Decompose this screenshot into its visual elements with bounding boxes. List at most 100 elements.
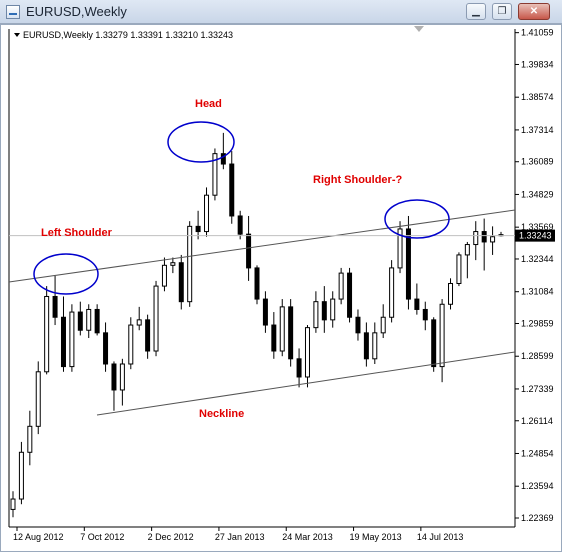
candle-body-bull: [136, 319, 142, 326]
price-tick-label: 1.37314: [521, 125, 554, 135]
candle-body-bull: [153, 285, 159, 352]
time-tick-label: 27 Jan 2013: [215, 532, 265, 542]
time-tick-label: 14 Jul 2013: [417, 532, 464, 542]
candle-body-bear: [77, 311, 83, 331]
candle-body-bull: [338, 272, 344, 300]
candle-body-bear: [246, 233, 252, 269]
candle-body-bull: [69, 311, 75, 368]
neckline-label: Neckline: [199, 408, 244, 420]
left-shoulder-label: Left Shoulder: [41, 227, 113, 239]
symbol-header: EURUSD,Weekly 1.33279 1.33391 1.33210 1.…: [23, 30, 233, 40]
candle-body-bear: [111, 363, 117, 391]
candle-body-bull: [313, 301, 319, 329]
restore-button[interactable]: ❐: [492, 3, 512, 20]
time-tick-label: 2 Dec 2012: [148, 532, 194, 542]
price-tick-label: 1.27339: [521, 384, 554, 394]
candle-body-bull: [473, 231, 479, 246]
candle-body-bull: [119, 363, 125, 391]
price-axis: 1.41059 1.39834 1.38574 1.37314 1.36089 1.348…: [515, 28, 554, 523]
neckline-trendline[interactable]: [96, 351, 516, 416]
collapse-arrow-icon[interactable]: [14, 33, 20, 37]
candle-body-bull: [10, 498, 16, 510]
candle-body-bull: [330, 298, 336, 321]
candle-body-bear: [103, 332, 109, 365]
price-tick-label: 1.29859: [521, 319, 554, 329]
candle-body-bear: [347, 272, 353, 318]
candle-body-bull: [304, 327, 310, 378]
candle-body-bear: [237, 215, 243, 235]
candle-body-bear: [271, 324, 277, 352]
time-axis: 12 Aug 2012 7 Oct 2012 2 Dec 2012 27 Jan 20…: [13, 527, 463, 542]
upper-trendline[interactable]: [8, 209, 516, 283]
price-tick-label: 1.33569: [521, 222, 554, 232]
head-label: Head: [195, 98, 222, 110]
current-price-tag: [515, 229, 555, 242]
candle-body-bear: [145, 319, 151, 352]
candle-body-bull: [18, 451, 24, 500]
candle-body-bear: [422, 308, 428, 321]
candle-body-bull: [86, 308, 92, 331]
window-titlebar: EURUSD,Weekly ▁ ❐ ✕: [0, 0, 562, 24]
candle-body-bear: [363, 332, 369, 360]
price-tick-label: 1.34829: [521, 189, 554, 199]
candle-body-bull: [27, 425, 33, 453]
candle-body-bear: [220, 153, 226, 165]
candle-body-bull: [456, 254, 462, 284]
candle-body-bull: [204, 194, 210, 233]
candle-body-bull: [439, 303, 445, 368]
close-button[interactable]: ✕: [518, 3, 550, 20]
candle-body-bear: [355, 316, 361, 334]
current-price-label: 1.33243: [519, 231, 552, 241]
price-tick-label: 1.24854: [521, 448, 554, 458]
candle-body-bull: [212, 153, 218, 196]
candles: [10, 132, 504, 518]
price-tick-label: 1.31084: [521, 287, 554, 297]
price-tick-label: 1.28599: [521, 351, 554, 361]
candle-body-bear: [414, 298, 420, 310]
price-tick-label: 1.39834: [521, 59, 554, 69]
right-shoulder-label: Right Shoulder-?: [313, 174, 402, 186]
candle-body-bull: [380, 316, 386, 334]
candle-body-bear: [262, 298, 268, 326]
candle-body-bear: [229, 163, 235, 217]
time-tick-label: 12 Aug 2012: [13, 532, 64, 542]
chart-area[interactable]: EURUSD,Weekly 1.33279 1.33391 1.33210 1.…: [0, 24, 562, 552]
price-tick-label: 1.38574: [521, 92, 554, 102]
candle-body-bull: [448, 282, 454, 305]
candle-body-bull: [35, 371, 41, 427]
candle-body-bull: [128, 324, 134, 365]
price-tick-label: 1.32344: [521, 254, 554, 264]
candle-body-bear: [481, 231, 487, 243]
left-shoulder-ellipse[interactable]: [33, 253, 99, 295]
time-tick-label: 19 May 2013: [350, 532, 402, 542]
minimize-button[interactable]: ▁: [466, 3, 486, 20]
candle-body-bear: [94, 308, 100, 334]
candle-body-bear: [195, 225, 201, 233]
chart-shift-marker-icon[interactable]: [414, 26, 424, 32]
candle-body-bear: [321, 301, 327, 321]
candle-body-bull: [389, 267, 395, 318]
candle-body-bull: [187, 225, 193, 303]
price-tick-label: 1.36089: [521, 157, 554, 167]
candle-body-bull: [44, 295, 50, 373]
head-ellipse[interactable]: [167, 121, 235, 163]
price-chart[interactable]: EURUSD,Weekly 1.33279 1.33391 1.33210 1.…: [1, 25, 561, 551]
candle-body-bear: [296, 358, 302, 378]
price-tick-label: 1.26114: [521, 416, 553, 426]
price-tick-label: 1.22369: [521, 513, 554, 523]
candle-body-bull: [372, 332, 378, 360]
time-tick-label: 7 Oct 2012: [80, 532, 124, 542]
time-tick-label: 24 Mar 2013: [282, 532, 333, 542]
right-shoulder-ellipse[interactable]: [384, 199, 450, 239]
candle-body-bull: [161, 264, 167, 287]
candle-body-bull: [397, 228, 403, 269]
candle-body-bear: [52, 295, 58, 318]
candle-body-bear: [288, 306, 294, 360]
price-tick-label: 1.23594: [521, 481, 554, 491]
candle-body-bear: [431, 319, 437, 368]
price-tick-label: 1.41059: [521, 28, 554, 38]
candle-body-bull: [170, 262, 176, 266]
window-title: EURUSD,Weekly: [26, 4, 127, 19]
candle-body-bull: [279, 306, 285, 352]
chart-window-icon: [6, 5, 20, 19]
